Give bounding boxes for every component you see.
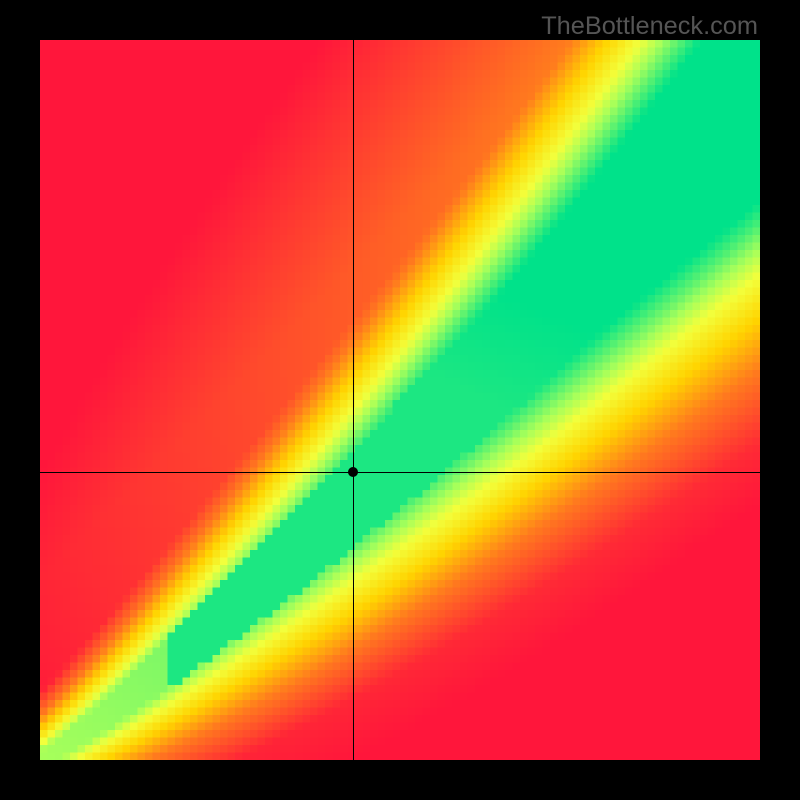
chart-container: TheBottleneck.com [0, 0, 800, 800]
crosshair-horizontal [40, 472, 760, 473]
bottleneck-heatmap [40, 40, 760, 760]
crosshair-vertical [353, 40, 354, 760]
watermark-text: TheBottleneck.com [541, 12, 758, 41]
